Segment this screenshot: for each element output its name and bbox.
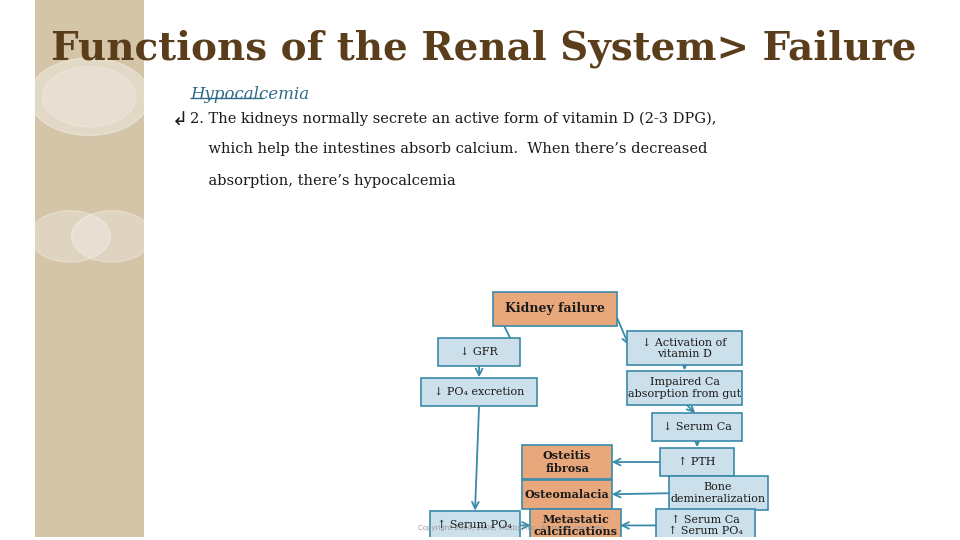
Text: ↓ Activation of
vitamin D: ↓ Activation of vitamin D	[642, 338, 727, 359]
Text: Bone
demineralization: Bone demineralization	[670, 482, 766, 504]
Text: 2. The kidneys normally secrete an active form of vitamin D (2-3 DPG),: 2. The kidneys normally secrete an activ…	[190, 111, 716, 126]
FancyBboxPatch shape	[492, 292, 616, 326]
FancyBboxPatch shape	[522, 445, 612, 479]
Text: Functions of the Renal System> Failure: Functions of the Renal System> Failure	[51, 30, 916, 68]
FancyBboxPatch shape	[668, 476, 768, 510]
Circle shape	[30, 211, 110, 262]
Text: which help the intestines absorb calcium.  When there’s decreased: which help the intestines absorb calcium…	[190, 143, 708, 157]
Text: ↑ Serum PO₄: ↑ Serum PO₄	[438, 521, 513, 530]
Text: Copyright 2004, 2000, Mosby, Inc. All rights reserved.: Copyright 2004, 2000, Mosby, Inc. All ri…	[419, 525, 607, 531]
FancyBboxPatch shape	[656, 509, 755, 540]
Text: ↓ GFR: ↓ GFR	[460, 347, 498, 357]
Text: ↑ PTH: ↑ PTH	[679, 457, 716, 467]
Text: Osteomalacia: Osteomalacia	[525, 489, 610, 500]
FancyBboxPatch shape	[530, 509, 621, 540]
Text: ↓ PO₄ excretion: ↓ PO₄ excretion	[434, 387, 524, 397]
FancyBboxPatch shape	[627, 371, 742, 405]
Text: ↑ Serum Ca
↑ Serum PO₄: ↑ Serum Ca ↑ Serum PO₄	[668, 515, 743, 536]
FancyBboxPatch shape	[438, 338, 520, 366]
Circle shape	[42, 66, 136, 127]
FancyBboxPatch shape	[421, 378, 537, 407]
Text: Kidney failure: Kidney failure	[505, 302, 605, 315]
FancyBboxPatch shape	[35, 0, 144, 537]
Text: absorption, there’s hypocalcemia: absorption, there’s hypocalcemia	[190, 173, 456, 187]
Text: ↓ Serum Ca: ↓ Serum Ca	[662, 422, 732, 432]
Text: Osteitis
fibrosa: Osteitis fibrosa	[543, 450, 591, 474]
FancyBboxPatch shape	[522, 480, 612, 509]
FancyBboxPatch shape	[430, 511, 520, 539]
FancyBboxPatch shape	[652, 413, 742, 441]
Text: ↲: ↲	[172, 111, 188, 130]
FancyBboxPatch shape	[660, 448, 734, 476]
Circle shape	[72, 211, 152, 262]
Text: Impaired Ca
absorption from gut: Impaired Ca absorption from gut	[628, 377, 741, 399]
Text: Hypocalcemia: Hypocalcemia	[190, 86, 309, 103]
Text: Metastatic
calcifications: Metastatic calcifications	[534, 514, 617, 537]
Circle shape	[29, 58, 150, 136]
FancyBboxPatch shape	[627, 331, 742, 365]
